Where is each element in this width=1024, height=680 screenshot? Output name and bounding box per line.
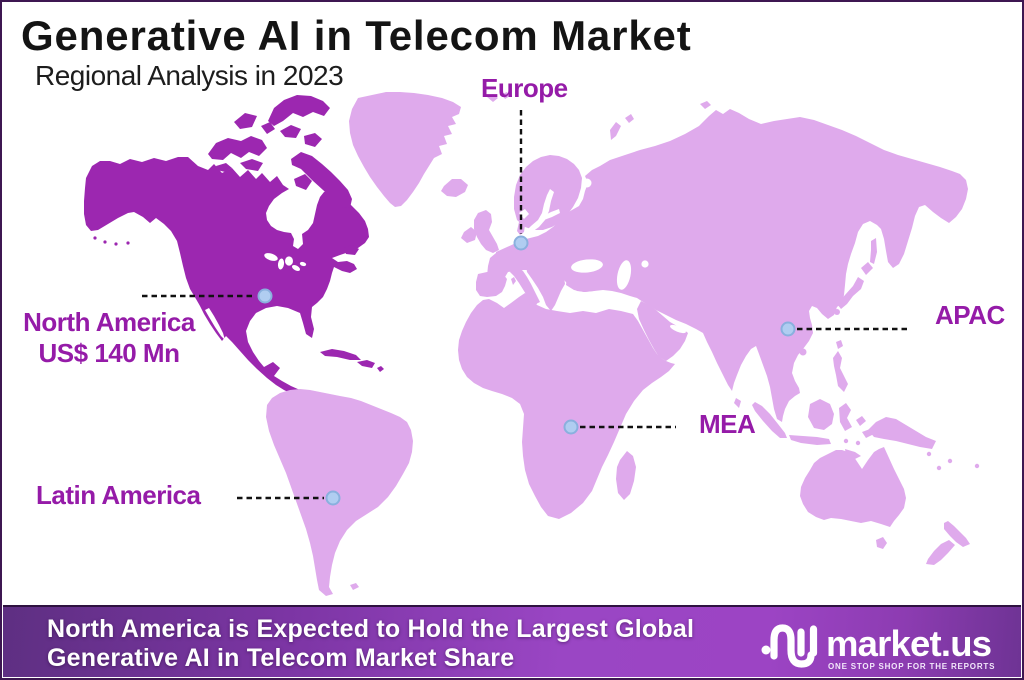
- svg-text:ONE STOP SHOP FOR THE REPORTS: ONE STOP SHOP FOR THE REPORTS: [828, 662, 995, 671]
- svg-text:market.us: market.us: [826, 623, 991, 664]
